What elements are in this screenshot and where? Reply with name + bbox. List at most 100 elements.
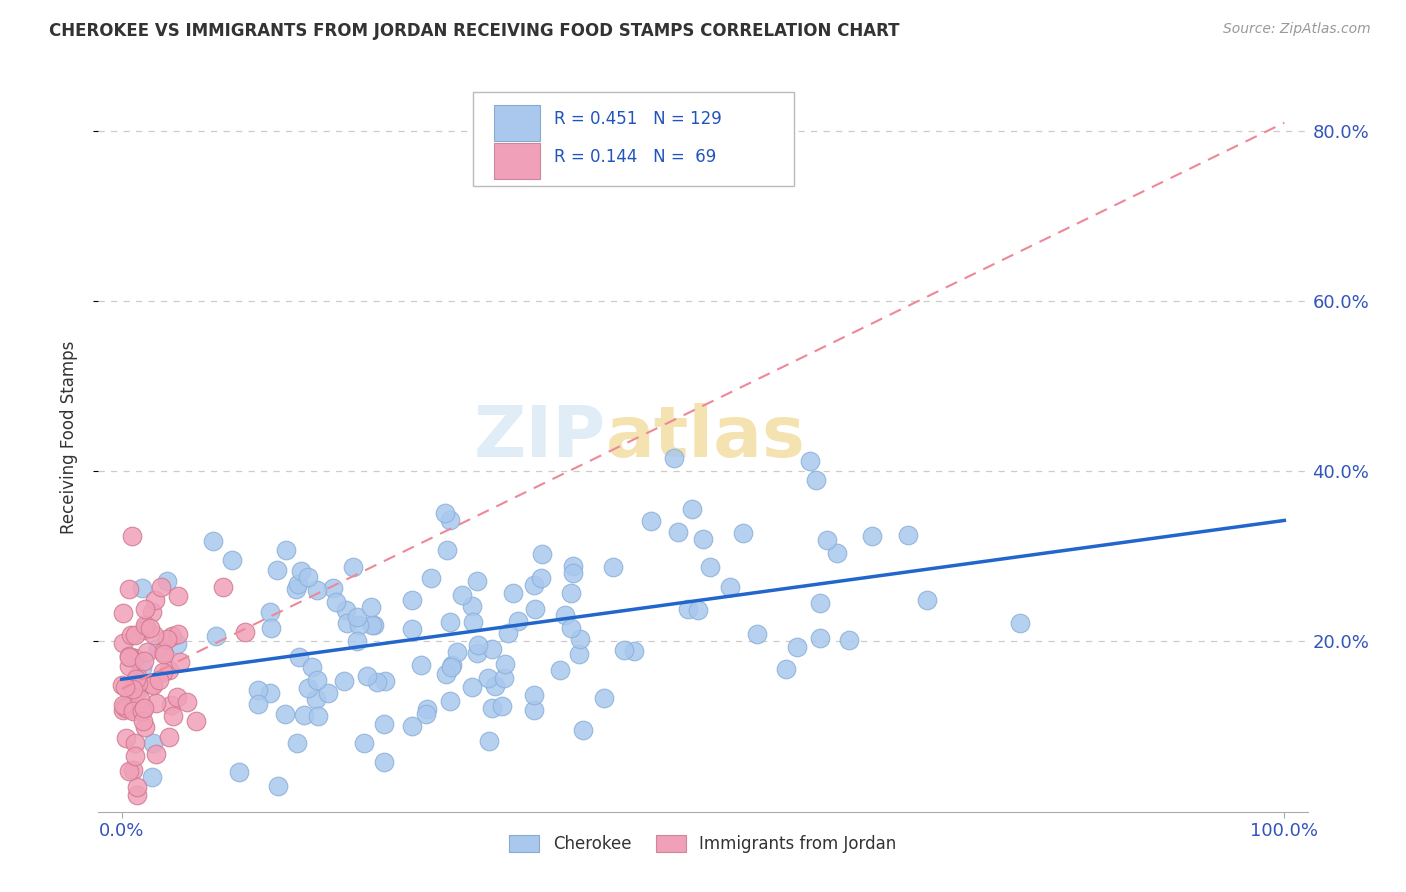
Point — [142, 736, 165, 750]
Point — [118, 659, 141, 673]
Point — [808, 631, 831, 645]
Point — [211, 580, 233, 594]
Point — [860, 529, 883, 543]
Point — [439, 615, 461, 629]
Point — [169, 656, 191, 670]
Point — [699, 560, 721, 574]
Point — [346, 634, 368, 648]
Bar — [494, 144, 540, 179]
Text: CHEROKEE VS IMMIGRANTS FROM JORDAN RECEIVING FOOD STAMPS CORRELATION CHART: CHEROKEE VS IMMIGRANTS FROM JORDAN RECEI… — [49, 22, 900, 40]
Point — [808, 596, 831, 610]
Point — [815, 533, 838, 547]
Point — [440, 660, 463, 674]
Point — [623, 644, 645, 658]
Point — [439, 693, 461, 707]
Point — [676, 602, 699, 616]
Point — [467, 646, 489, 660]
Point — [554, 608, 576, 623]
Point — [335, 602, 357, 616]
Point — [131, 704, 153, 718]
Point — [145, 696, 167, 710]
Point — [145, 747, 167, 761]
Point — [666, 525, 689, 540]
Point — [572, 723, 595, 737]
Point — [366, 674, 388, 689]
Point — [132, 701, 155, 715]
Point — [494, 657, 516, 672]
Point — [114, 680, 136, 694]
Point — [152, 645, 174, 659]
Point — [568, 632, 591, 646]
Point — [117, 582, 139, 596]
Point — [148, 640, 170, 655]
Point — [141, 676, 163, 690]
Point — [121, 704, 143, 718]
Point — [523, 578, 546, 592]
Point — [775, 662, 797, 676]
Point — [112, 698, 135, 712]
Point — [292, 708, 315, 723]
Point — [356, 669, 378, 683]
Point — [460, 680, 482, 694]
Point — [145, 592, 167, 607]
Y-axis label: Receiving Food Stamps: Receiving Food Stamps — [59, 341, 77, 533]
Point — [401, 593, 423, 607]
Point — [524, 602, 547, 616]
Point — [125, 669, 148, 683]
Point — [530, 547, 553, 561]
Point — [548, 663, 571, 677]
Point — [143, 628, 166, 642]
Point — [662, 451, 685, 466]
Point — [838, 633, 860, 648]
Point — [688, 602, 710, 616]
Point — [166, 636, 188, 650]
Point — [360, 617, 382, 632]
Text: R = 0.144   N =  69: R = 0.144 N = 69 — [554, 148, 717, 166]
Point — [112, 700, 135, 714]
Point — [287, 577, 309, 591]
Point — [463, 615, 485, 629]
Point — [259, 686, 281, 700]
Point — [124, 736, 146, 750]
Point — [121, 702, 143, 716]
Point — [167, 589, 190, 603]
Point — [401, 622, 423, 636]
Point — [465, 574, 488, 589]
Point — [139, 621, 162, 635]
Point — [353, 735, 375, 749]
Point — [786, 640, 808, 655]
Point — [134, 601, 156, 615]
Point — [176, 695, 198, 709]
Point — [131, 661, 153, 675]
Point — [124, 628, 146, 642]
Point — [156, 574, 179, 588]
Point — [593, 690, 616, 705]
Point — [266, 563, 288, 577]
Point — [152, 647, 174, 661]
Point — [494, 671, 516, 685]
Point — [307, 709, 329, 723]
Point — [118, 764, 141, 778]
FancyBboxPatch shape — [474, 93, 793, 186]
Point — [436, 543, 458, 558]
Point — [297, 569, 319, 583]
Point — [186, 714, 208, 728]
Point — [127, 681, 149, 695]
Point — [124, 650, 146, 665]
Point — [745, 627, 768, 641]
Point — [235, 624, 257, 639]
Text: Source: ZipAtlas.com: Source: ZipAtlas.com — [1223, 22, 1371, 37]
Point — [523, 688, 546, 702]
Point — [125, 780, 148, 794]
Point — [148, 673, 170, 687]
Point — [347, 618, 370, 632]
Point — [274, 543, 297, 558]
Point — [142, 678, 165, 692]
Point — [201, 534, 224, 549]
Legend: Cherokee, Immigrants from Jordan: Cherokee, Immigrants from Jordan — [502, 828, 904, 860]
Point — [160, 629, 183, 643]
Point — [915, 593, 938, 607]
Point — [305, 691, 328, 706]
Point — [121, 529, 143, 543]
Point — [135, 645, 157, 659]
